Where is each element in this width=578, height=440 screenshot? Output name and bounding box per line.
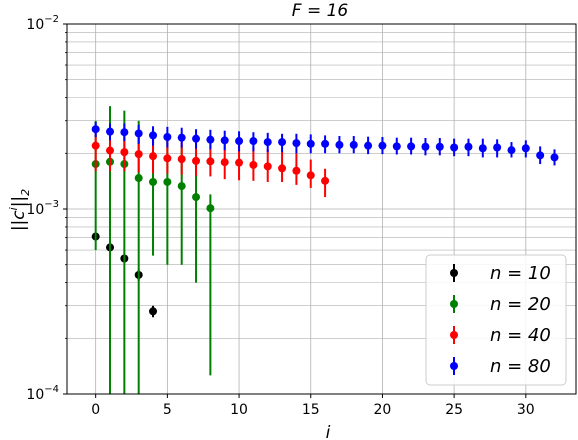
x-tick-label: 25	[445, 402, 463, 418]
data-point	[450, 143, 459, 152]
y-tick-label: 10−3	[26, 199, 59, 218]
legend: n = 10 n = 20 n = 40 n = 80	[425, 254, 567, 386]
legend-marker	[450, 331, 458, 339]
x-tick-label: 30	[517, 402, 535, 418]
data-point	[106, 146, 115, 155]
legend-marker	[450, 362, 458, 370]
data-point	[550, 153, 559, 162]
axis-ticks: 0 5 10 15 20 25 30 10−4 10−3 10−2	[26, 14, 534, 418]
y-tick-label: 10−4	[26, 384, 59, 403]
legend-marker	[450, 269, 458, 277]
data-point	[464, 142, 473, 151]
data-point	[134, 150, 143, 159]
x-tick-label: 0	[91, 402, 100, 418]
legend-label: n = 40	[490, 325, 551, 346]
x-axis-label: i	[326, 423, 331, 440]
data-point	[149, 177, 158, 186]
data-point	[120, 128, 129, 137]
y-tick-label: 10−2	[26, 14, 59, 33]
x-tick-label: 15	[302, 402, 320, 418]
data-point	[235, 158, 244, 167]
data-point	[163, 133, 172, 142]
data-point	[306, 139, 315, 148]
data-point	[206, 204, 215, 213]
data-point	[134, 129, 143, 138]
data-point	[278, 164, 287, 173]
data-point	[192, 134, 201, 143]
data-point	[435, 142, 444, 151]
data-point	[134, 174, 143, 183]
x-tick-label: 10	[230, 402, 248, 418]
data-point	[321, 176, 330, 185]
x-tick-label: 20	[374, 402, 392, 418]
data-point	[163, 154, 172, 163]
data-point	[292, 166, 301, 175]
series-3	[91, 122, 559, 166]
data-point	[292, 139, 301, 148]
data-point	[378, 141, 387, 150]
data-point	[120, 148, 129, 157]
data-point	[249, 137, 258, 146]
data-point	[421, 142, 430, 151]
data-point	[349, 140, 358, 149]
chart-title: F = 16	[292, 1, 349, 21]
data-point	[407, 142, 416, 151]
data-point	[177, 133, 186, 142]
data-point	[149, 131, 158, 140]
data-point	[206, 135, 215, 144]
data-point	[364, 141, 373, 150]
data-point	[306, 171, 315, 180]
data-point	[192, 156, 201, 165]
data-point	[149, 152, 158, 161]
data-point	[249, 160, 258, 169]
data-point	[263, 138, 272, 147]
series-2	[91, 129, 330, 198]
y-axis-label: ||ci||2	[7, 189, 32, 231]
data-point	[91, 141, 100, 150]
data-point	[220, 136, 229, 145]
data-point	[335, 140, 344, 149]
data-point	[91, 125, 100, 134]
data-point	[493, 143, 502, 152]
data-point	[321, 139, 330, 148]
data-point	[263, 162, 272, 171]
data-point	[235, 137, 244, 146]
legend-label: n = 20	[490, 294, 551, 315]
data-point	[149, 307, 158, 316]
data-point	[106, 127, 115, 136]
x-tick-label: 5	[163, 402, 172, 418]
data-point	[521, 144, 530, 153]
data-point	[392, 142, 401, 151]
data-point	[536, 151, 545, 160]
legend-marker	[450, 300, 458, 308]
data-point	[220, 158, 229, 167]
legend-label: n = 10	[490, 263, 551, 284]
chart-grid	[67, 24, 576, 395]
data-point	[192, 193, 201, 202]
data-point	[278, 138, 287, 147]
data-point	[478, 144, 487, 153]
legend-box	[425, 254, 567, 386]
legend-label: n = 80	[490, 356, 551, 377]
series-layer	[91, 106, 559, 394]
data-point	[177, 155, 186, 164]
data-point	[206, 157, 215, 166]
data-point	[163, 177, 172, 186]
data-point	[507, 146, 516, 155]
data-point	[177, 182, 186, 191]
